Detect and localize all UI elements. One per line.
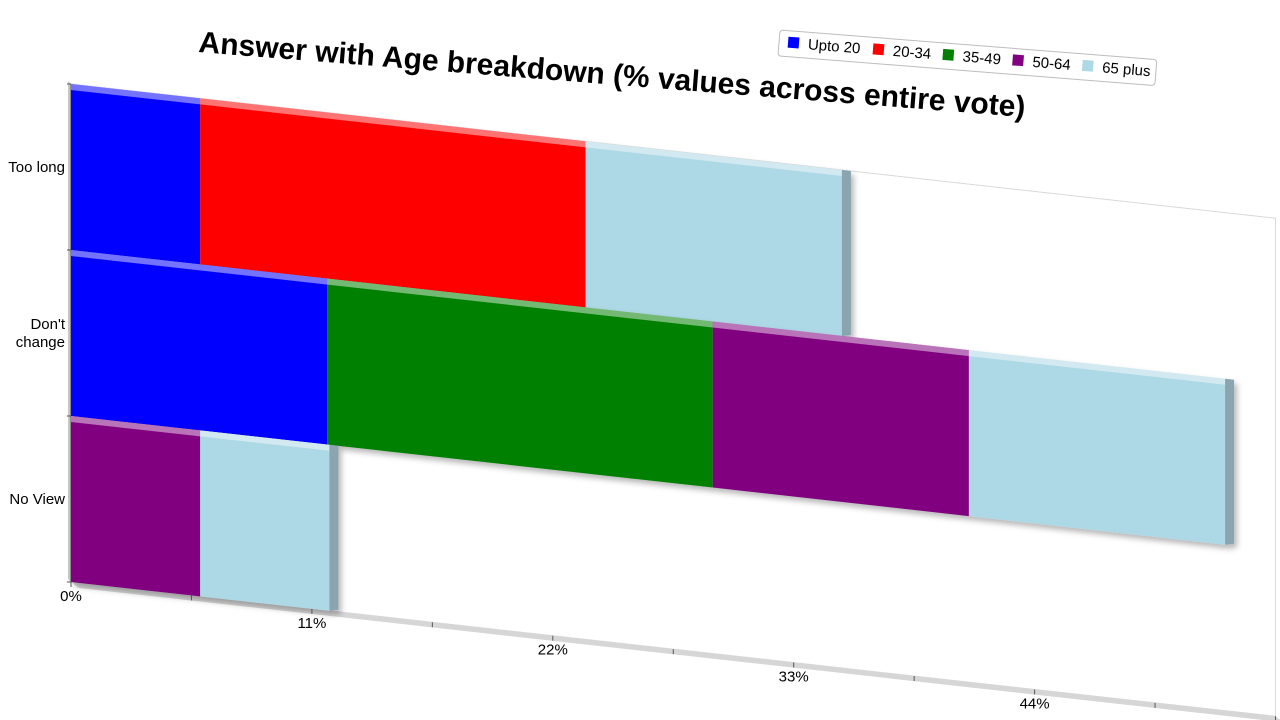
- legend-item: 20-34: [872, 43, 932, 63]
- legend: Upto 20 20-34 35-49 50-64 65 plus: [777, 29, 1158, 86]
- x-tick-label: 11%: [297, 615, 326, 632]
- bars-layer: [71, 84, 1235, 611]
- bar-row: [71, 416, 339, 611]
- bar-segment: [71, 84, 201, 265]
- x-tick-label: 0%: [60, 588, 82, 605]
- bar-segment: [71, 416, 201, 597]
- bar-segment-top: [71, 416, 201, 437]
- legend-label: 35-49: [962, 48, 1002, 68]
- bar-segment-top: [71, 84, 201, 105]
- bar-segment-top: [327, 278, 713, 328]
- bar-end-face: [841, 170, 851, 336]
- bar-segment-top: [968, 350, 1226, 385]
- bar-segment-top: [585, 141, 842, 176]
- bar-end-face: [1225, 378, 1235, 545]
- plot-floor: [71, 582, 1280, 720]
- bar-end-face: [329, 444, 339, 611]
- bar-segment-top: [71, 250, 328, 285]
- y-tick-label: Don't change: [16, 316, 66, 351]
- legend-swatch: [1081, 59, 1094, 72]
- y-tick-label: Too long: [8, 159, 65, 176]
- legend-item: 50-64: [1012, 54, 1072, 74]
- bar-row: [71, 250, 1235, 545]
- legend-swatch: [942, 48, 955, 61]
- legend-swatch: [872, 43, 885, 56]
- legend-swatch: [787, 36, 800, 49]
- plot-left-wall: [68, 81, 71, 582]
- legend-swatch: [1012, 54, 1024, 67]
- bar-segment: [71, 250, 328, 445]
- bar-segment: [327, 278, 713, 488]
- y-tick-label: No View: [9, 491, 65, 508]
- legend-label: 65 plus: [1102, 59, 1152, 80]
- bar-segment: [712, 321, 969, 517]
- x-axis: 0%11%22%33%44%55%: [60, 582, 1276, 720]
- bar-segment: [200, 430, 330, 611]
- legend-item: Upto 20: [787, 36, 861, 57]
- legend-label: Upto 20: [807, 36, 861, 57]
- bar-segment-top: [200, 98, 586, 148]
- bar-segment: [968, 350, 1226, 545]
- bar-segment-top: [712, 321, 969, 357]
- legend-label: 50-64: [1032, 54, 1072, 74]
- bar-segment: [585, 141, 842, 336]
- bar-segment-top: [200, 430, 330, 451]
- bar-row: [71, 84, 851, 336]
- legend-item: 65 plus: [1081, 59, 1152, 80]
- y-axis: Too long Don't change No View: [8, 159, 66, 508]
- legend-box: [777, 29, 1158, 86]
- x-tick-label: 44%: [1020, 695, 1050, 712]
- x-tick-label: 22%: [538, 642, 568, 659]
- bar-segment: [200, 98, 586, 308]
- x-tick-label: 33%: [779, 669, 809, 686]
- legend-item: 35-49: [942, 48, 1002, 68]
- legend-label: 20-34: [892, 43, 932, 63]
